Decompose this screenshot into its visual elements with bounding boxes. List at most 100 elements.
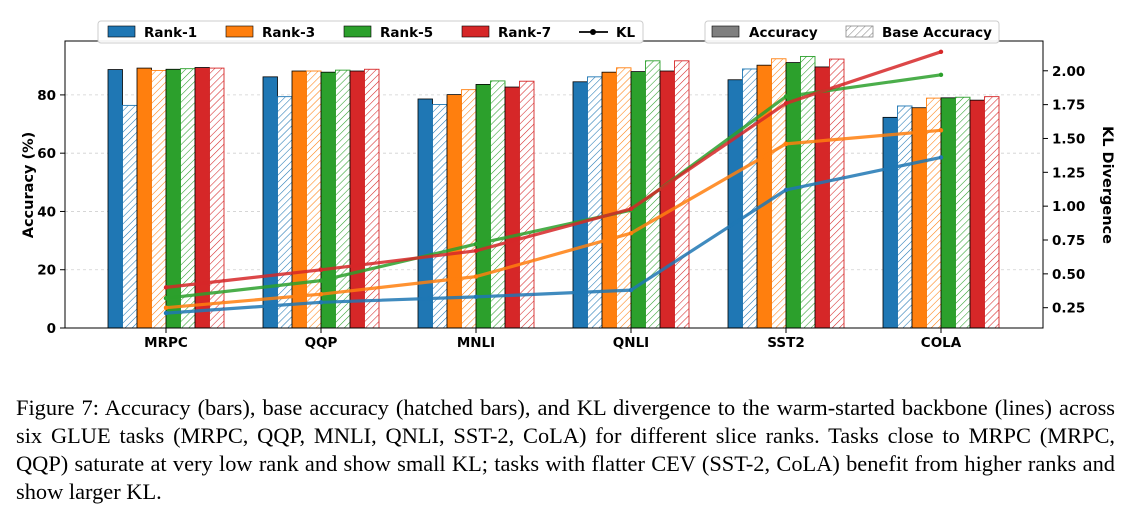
accuracy-bar (107, 69, 123, 329)
y2-tick-label: 1.25 (1052, 165, 1085, 181)
accuracy-bar (262, 76, 278, 329)
base-accuracy-bar (829, 58, 845, 329)
kl-point (163, 305, 169, 310)
kl-point (628, 287, 634, 293)
accuracy-bar (417, 98, 433, 329)
kl-point (318, 300, 324, 305)
kl-point (473, 274, 479, 279)
accuracy-bar (940, 97, 956, 329)
axes: 0 20 40 60 80 0.25 0.50 0.75 1.00 1.25 1.50 1.75 2.0… (37, 64, 1085, 351)
base-accuracy-bar (897, 105, 913, 329)
legend-swatch-solid (711, 25, 740, 38)
y2-tick-label: 0.25 (1052, 301, 1085, 317)
y-tick-label: 20 (37, 263, 56, 279)
base-accuracy-bar (674, 60, 690, 329)
kl-point (318, 278, 324, 283)
base-accuracy-bar (151, 69, 167, 329)
base-accuracy-bar (277, 96, 293, 329)
y2-tick-label: 0.75 (1052, 233, 1085, 249)
kl-line (165, 73, 942, 300)
legend-swatch-hatched (845, 25, 874, 38)
kl-point (783, 141, 789, 147)
accuracy-bar (320, 71, 336, 329)
legend-swatch (107, 25, 136, 38)
kl-point (938, 72, 944, 78)
kl-point (783, 187, 789, 193)
base-accuracy-bar (335, 69, 351, 329)
accuracy-bar (504, 86, 520, 329)
kl-point (628, 206, 634, 212)
y2-tick-label: 0.50 (1052, 267, 1085, 283)
figure-caption: Figure 7: Accuracy (bars), base accuracy… (16, 395, 1115, 504)
base-accuracy-bar (519, 80, 535, 329)
accuracy-bar (291, 70, 307, 329)
kl-point (783, 101, 789, 106)
y2-tick-label: 1.50 (1052, 131, 1085, 147)
legend-label: Rank-1 (144, 25, 197, 41)
accuracy-bar (882, 116, 898, 329)
y2-axis-label: KL Divergence (1099, 126, 1115, 244)
legend-swatch (225, 25, 254, 38)
chart-figure: 0 20 40 60 80 0.25 0.50 0.75 1.00 1.25 1.50 1.75 2.0… (21, 20, 1115, 351)
base-accuracy-bar (209, 67, 225, 329)
base-accuracy-bar (490, 80, 506, 329)
legend-style: Accuracy Base Accuracy (704, 20, 1000, 44)
base-accuracy-bar (742, 68, 758, 329)
y2-tick-label: 1.75 (1052, 98, 1085, 114)
kl-point (318, 267, 324, 272)
kl-point (163, 296, 169, 301)
accuracy-bar (136, 67, 152, 329)
kl-point (318, 291, 324, 297)
accuracy-bar (446, 94, 462, 329)
accuracy-bar (756, 64, 772, 329)
y2-tick-label: 1.00 (1052, 199, 1085, 215)
legend-label: Rank-7 (498, 25, 551, 41)
accuracy-bar (911, 107, 927, 329)
kl-line (165, 128, 942, 310)
kl-lines (163, 49, 944, 316)
kl-point (783, 94, 789, 99)
y-tick-label: 60 (37, 146, 56, 162)
legend-label: Accuracy (749, 25, 818, 41)
kl-line (165, 155, 942, 315)
y-tick-label: 0 (47, 321, 56, 337)
kl-point (938, 128, 944, 133)
accuracy-bar (659, 70, 675, 329)
x-tick-label: SST2 (767, 335, 804, 351)
accuracy-bar (814, 66, 830, 329)
kl-point (163, 285, 169, 290)
kl-point (938, 49, 944, 55)
base-accuracy-bar (461, 89, 477, 329)
kl-point (473, 248, 479, 254)
y-tick-label: 40 (37, 204, 56, 220)
base-accuracy-bar (180, 68, 196, 329)
x-tick-label: QNLI (613, 335, 649, 351)
legend-label: KL (616, 25, 635, 41)
legend-series: Rank-1 Rank-3 Rank-5 Rank-7 KL (97, 20, 644, 44)
kl-point (163, 310, 169, 316)
y-axis-label: Accuracy (%) (21, 132, 37, 239)
accuracy-bar (475, 84, 491, 329)
accuracy-bar (165, 68, 181, 329)
y2-tick-label: 2.00 (1052, 64, 1085, 80)
base-accuracy-bar (306, 70, 322, 329)
base-accuracy-bar (984, 96, 1000, 329)
base-accuracy-bar (432, 104, 448, 329)
base-accuracy-bar (955, 96, 971, 329)
accuracy-bar (727, 79, 743, 329)
legend-label: Rank-5 (380, 25, 433, 41)
bars (107, 55, 1000, 329)
accuracy-bar (194, 67, 210, 329)
accuracy-bar (969, 99, 985, 329)
legend-swatch (461, 25, 490, 38)
kl-point (628, 231, 634, 236)
kl-point (938, 155, 944, 160)
x-tick-label: COLA (921, 335, 962, 351)
kl-line (165, 50, 942, 289)
x-tick-label: MNLI (457, 335, 495, 351)
legend-label: Rank-3 (262, 25, 315, 41)
kl-point (473, 294, 479, 300)
base-accuracy-bar (122, 104, 138, 329)
x-tick-label: QQP (305, 335, 338, 351)
kl-point (473, 241, 479, 247)
